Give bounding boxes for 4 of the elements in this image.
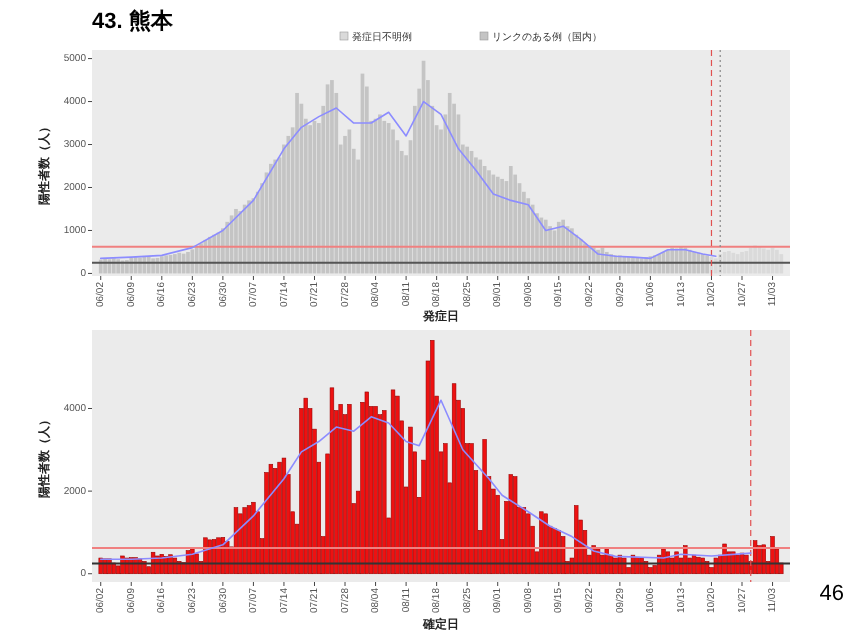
chart-title: 43. 熊本 xyxy=(92,8,175,34)
line-series xyxy=(99,399,752,561)
text: 46 xyxy=(819,582,844,606)
line-series xyxy=(99,100,717,260)
